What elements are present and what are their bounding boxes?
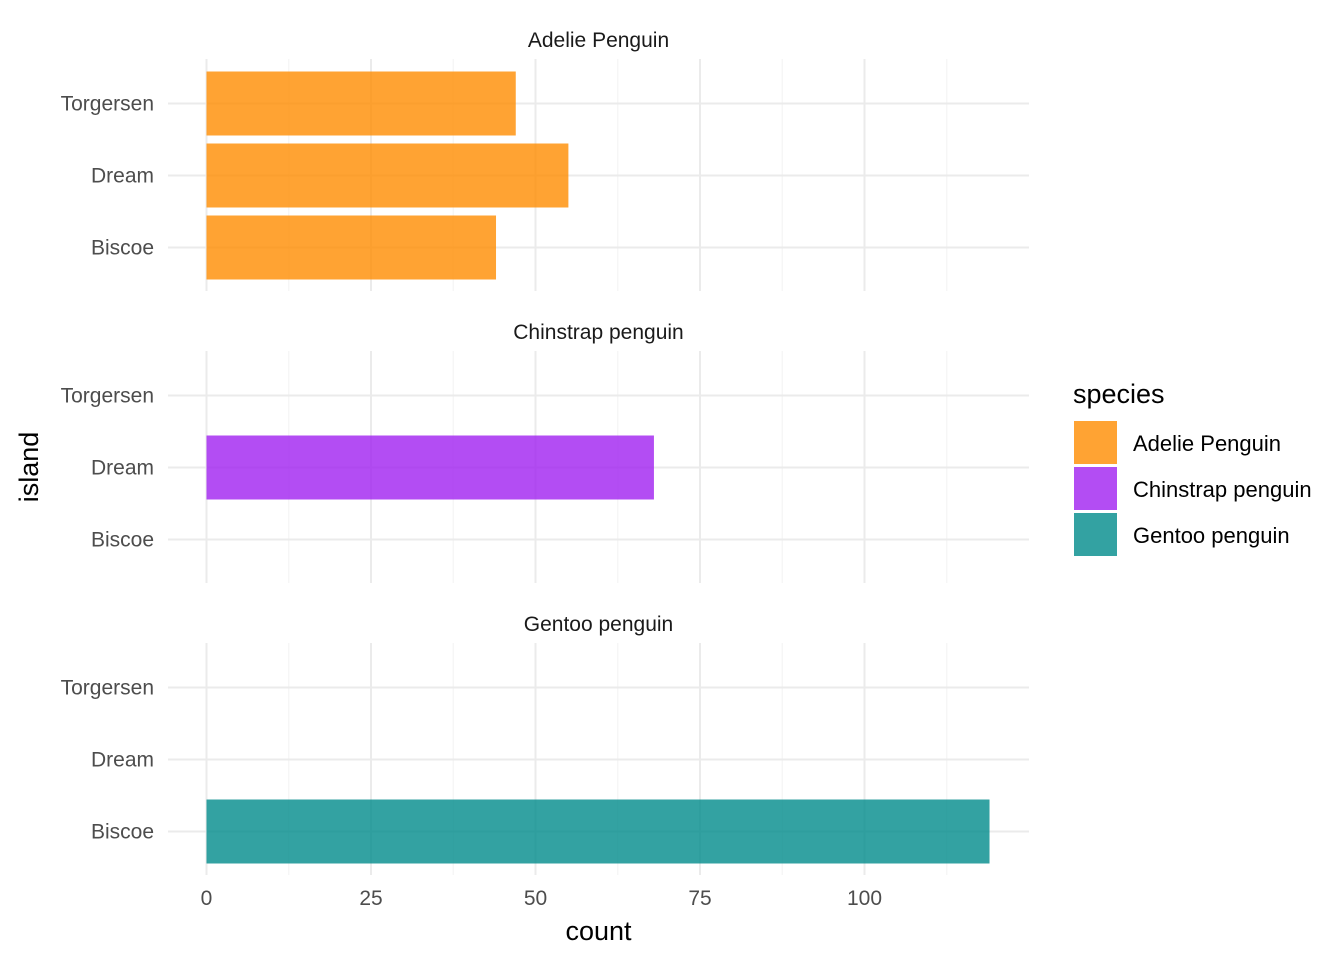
x-tick-label: 100 bbox=[847, 887, 882, 910]
x-tick-label: 25 bbox=[359, 887, 382, 910]
bar-adelie-penguin-biscoe bbox=[206, 215, 497, 280]
y-tick-label: Biscoe bbox=[91, 529, 154, 552]
bar-adelie-penguin-torgersen bbox=[206, 71, 516, 136]
y-tick-label: Torgersen bbox=[61, 93, 154, 116]
panel-title: Gentoo penguin bbox=[524, 613, 673, 636]
legend-label: Gentoo penguin bbox=[1133, 523, 1290, 548]
x-axis: 0 25 50 75 100 bbox=[201, 887, 882, 910]
y-tick-label: Dream bbox=[91, 165, 154, 188]
y-tick-label: Dream bbox=[91, 749, 154, 772]
bar-adelie-penguin-dream bbox=[206, 143, 569, 208]
legend-swatch bbox=[1074, 513, 1117, 556]
y-tick-label: Torgersen bbox=[61, 677, 154, 700]
legend-label: Chinstrap penguin bbox=[1133, 477, 1312, 502]
y-axis-title: island bbox=[14, 432, 44, 503]
x-tick-label: 0 bbox=[201, 887, 213, 910]
bar-gentoo-penguin-biscoe bbox=[206, 799, 990, 864]
legend: species Adelie Penguin Chinstrap penguin G… bbox=[1073, 379, 1312, 556]
bar-chinstrap-penguin-dream bbox=[206, 435, 654, 500]
legend-swatch bbox=[1074, 467, 1117, 510]
panel-adelie-penguin: Adelie Penguin Torgersen Dream Biscoe bbox=[61, 29, 1029, 291]
legend-item-chinstrap-penguin: Chinstrap penguin bbox=[1074, 467, 1312, 510]
panel-title: Adelie Penguin bbox=[528, 29, 669, 52]
x-axis-title: count bbox=[565, 916, 632, 946]
legend-label: Adelie Penguin bbox=[1133, 431, 1281, 456]
legend-swatch bbox=[1074, 421, 1117, 464]
y-tick-label: Dream bbox=[91, 457, 154, 480]
y-tick-label: Biscoe bbox=[91, 821, 154, 844]
x-tick-label: 75 bbox=[688, 887, 711, 910]
legend-item-gentoo-penguin: Gentoo penguin bbox=[1074, 513, 1290, 556]
panel-gentoo-penguin: Gentoo penguin Torgersen Dream Biscoe bbox=[61, 613, 1029, 875]
y-tick-label: Biscoe bbox=[91, 237, 154, 260]
legend-items: Adelie Penguin Chinstrap penguin Gentoo pe… bbox=[1074, 421, 1312, 556]
facet-panels: Adelie PenguinTorgersenDreamBiscoeChinst… bbox=[61, 29, 1029, 875]
y-tick-label: Torgersen bbox=[61, 385, 154, 408]
x-tick-label: 50 bbox=[524, 887, 547, 910]
panel-title: Chinstrap penguin bbox=[513, 321, 683, 344]
legend-title: species bbox=[1073, 379, 1165, 409]
panel-chinstrap-penguin: Chinstrap penguin Torgersen Dream Biscoe bbox=[61, 321, 1029, 583]
legend-item-adelie-penguin: Adelie Penguin bbox=[1074, 421, 1281, 464]
